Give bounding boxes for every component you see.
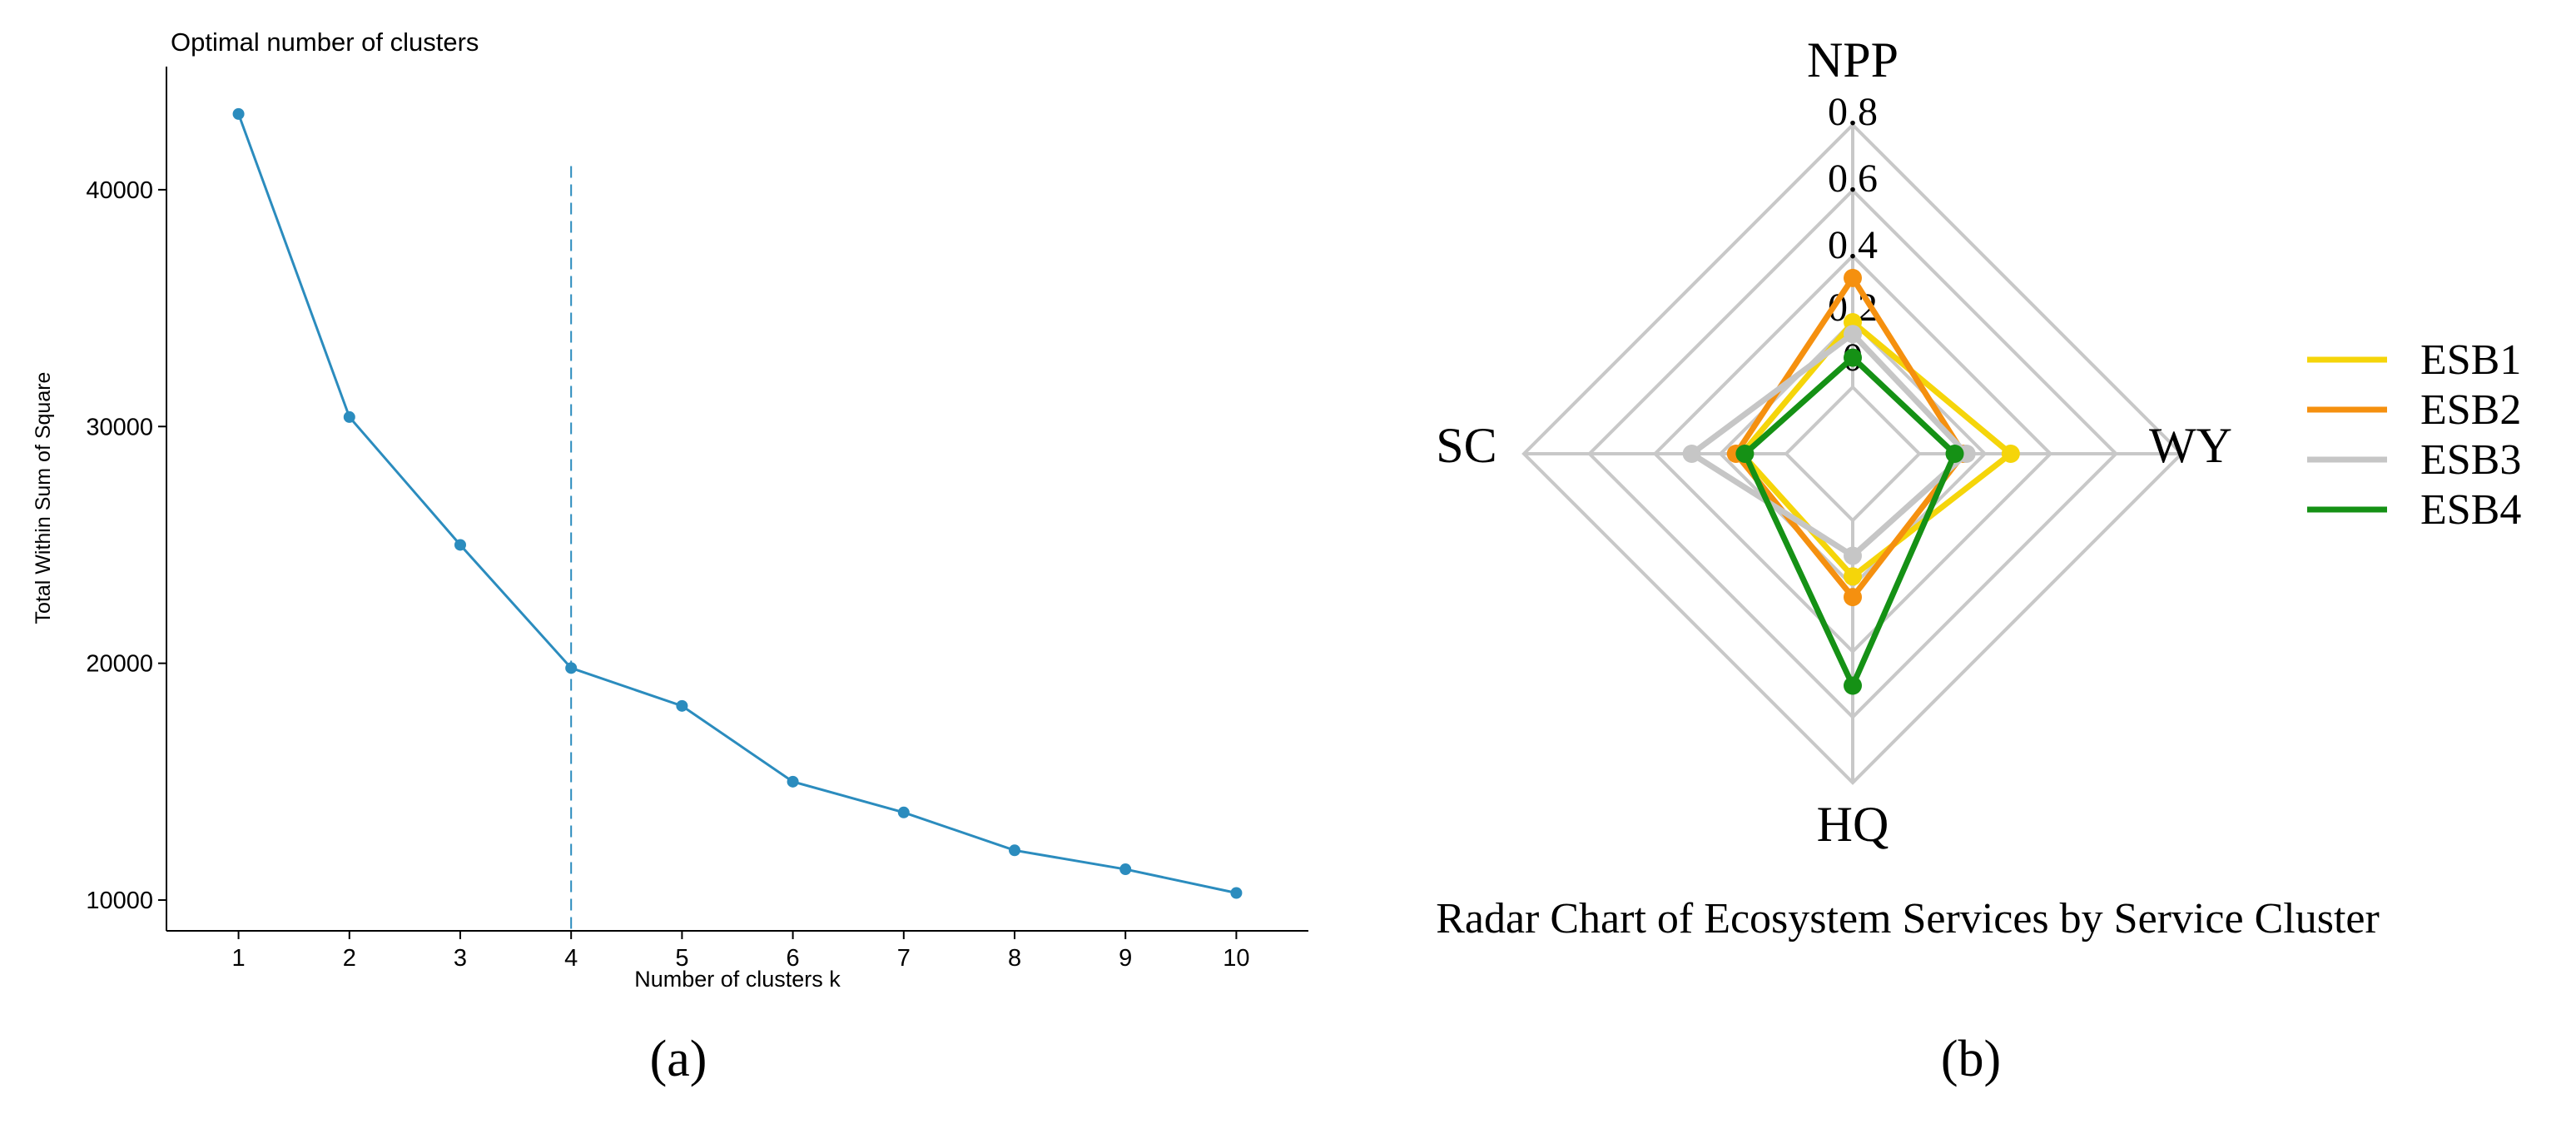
- data-point-k9: [1119, 863, 1132, 876]
- radar-scale-label: 0.8: [1828, 90, 1878, 134]
- radar-series-point: [1682, 445, 1701, 463]
- elbow-x-ticks: 1 2 3 4 5 6 7 8 9 10: [232, 931, 1250, 972]
- x-tick-label: 10: [1223, 945, 1249, 972]
- radar-series-esb3: [1682, 325, 1976, 565]
- data-point-k4: [565, 662, 578, 674]
- radar-series-point: [1735, 445, 1755, 463]
- legend-label-esb1: ESB1: [2420, 336, 2521, 384]
- radar-axis-label-npp: NPP: [1807, 32, 1898, 87]
- elbow-y-axis-label: Total Within Sum of Square: [32, 372, 55, 624]
- elbow-series-points: [232, 107, 1243, 899]
- y-tick-label: 40000: [86, 177, 153, 204]
- radar-series-point: [1844, 567, 1862, 586]
- radar-series-point: [1844, 588, 1862, 607]
- y-tick-label: 30000: [86, 414, 153, 440]
- data-point-k10: [1230, 887, 1243, 899]
- radar-series-point: [2001, 445, 2020, 463]
- x-tick-label: 6: [787, 945, 800, 972]
- radar-series-point: [1844, 546, 1862, 565]
- radar-axis-label-hq: HQ: [1817, 797, 1889, 852]
- elbow-plot: Optimal number of clusters 10000 20000 300…: [32, 27, 1308, 1087]
- radar-axis-label-sc: SC: [1436, 418, 1496, 473]
- radar-series: [1682, 268, 2020, 695]
- data-point-k7: [897, 806, 910, 818]
- radar-series-esb4: [1735, 348, 1964, 695]
- radar-scale-label: 0.6: [1828, 157, 1878, 201]
- radar-series-point: [1945, 445, 1964, 463]
- radar-series-point: [1844, 348, 1862, 367]
- data-point-k5: [676, 699, 688, 712]
- x-tick-label: 1: [232, 945, 246, 972]
- data-point-k1: [232, 107, 245, 120]
- panel-b-label: (b): [1941, 1031, 2001, 1087]
- radar-scale-label: 0.4: [1828, 223, 1878, 267]
- elbow-plot-title: Optimal number of clusters: [171, 27, 479, 57]
- radar-grid: [1521, 122, 2184, 785]
- x-tick-label: 7: [897, 945, 911, 972]
- radar-series-point: [1844, 676, 1862, 695]
- y-tick-label: 10000: [86, 888, 153, 914]
- x-tick-label: 3: [454, 945, 467, 972]
- elbow-series-line: [237, 113, 1237, 894]
- x-tick-label: 4: [564, 945, 578, 972]
- x-tick-label: 5: [675, 945, 688, 972]
- x-tick-label: 8: [1008, 945, 1021, 972]
- radar-series-point: [1844, 268, 1862, 287]
- data-point-k2: [343, 410, 355, 423]
- radar-chart-title: Radar Chart of Ecosystem Services by Ser…: [1436, 895, 2380, 942]
- radar-grid-ring: [1784, 385, 1922, 523]
- x-tick-label: 2: [343, 945, 356, 972]
- elbow-y-ticks: 10000 20000 30000 40000: [86, 177, 166, 914]
- radar-axis-label-wy: WY: [2149, 418, 2232, 473]
- radar-axis-labels: NPP WY HQ SC: [1436, 32, 2232, 852]
- panel-a-label: (a): [650, 1031, 707, 1087]
- y-tick-label: 20000: [86, 651, 153, 678]
- elbow-x-axis-label: Number of clusters k: [634, 967, 841, 992]
- legend-label-esb3: ESB3: [2420, 436, 2521, 484]
- data-point-k8: [1009, 844, 1021, 857]
- data-point-k6: [787, 775, 799, 788]
- legend-label-esb4: ESB4: [2420, 486, 2521, 534]
- data-point-k3: [454, 539, 466, 551]
- legend-label-esb2: ESB2: [2420, 386, 2521, 434]
- radar-series-point: [1844, 325, 1862, 344]
- x-tick-label: 9: [1119, 945, 1132, 972]
- radar-series-esb1: [1732, 313, 2020, 586]
